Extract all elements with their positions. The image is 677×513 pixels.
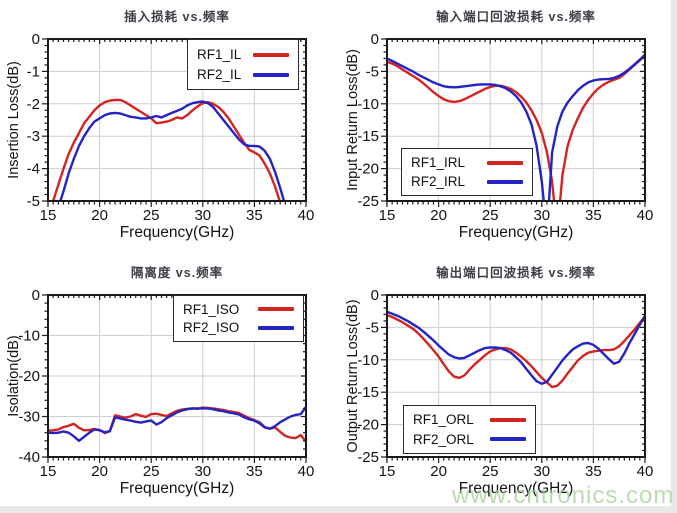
legend-line-swatch: [487, 179, 523, 184]
page-edge-bottom: [0, 506, 677, 513]
legend-label: RF1_IRL: [411, 155, 466, 170]
chart-panel-input-return-loss: 15 20 25 30 35 40 0 -5 -10 -15 -20 -25 输入端口回波损耗 vs.…: [339, 0, 677, 256]
svg-text:20: 20: [91, 207, 108, 224]
svg-text:-2: -2: [27, 96, 40, 113]
legend-label: RF2_ORL: [413, 431, 474, 447]
svg-text:30: 30: [533, 207, 550, 224]
legend-row: RF2_ORL: [413, 432, 526, 447]
svg-text:15: 15: [379, 207, 396, 224]
svg-text:0: 0: [32, 31, 40, 48]
y-axis-label: Output Return Loss(dB): [345, 299, 361, 453]
svg-text:15: 15: [40, 463, 57, 480]
legend-row: RF2_ISO: [183, 320, 294, 335]
legend: RF1_IL RF2_IL: [187, 39, 299, 90]
chart-panel-isolation: 15 20 25 30 35 40 0 -10 -20 -30 -40 隔离度 vs.频率 Isol…: [0, 256, 338, 513]
legend-row: RF2_IL: [197, 67, 289, 82]
svg-text:40: 40: [637, 207, 654, 224]
svg-text:35: 35: [246, 207, 263, 224]
svg-text:35: 35: [585, 463, 602, 480]
legend-line-swatch: [490, 437, 526, 442]
svg-text:15: 15: [379, 463, 396, 480]
svg-text:20: 20: [91, 463, 108, 480]
y-axis-label: Isolation(dB): [6, 335, 22, 417]
svg-text:-30: -30: [18, 409, 40, 426]
legend-row: RF1_IRL: [411, 155, 523, 170]
chart-title: 插入损耗 vs.频率: [124, 10, 230, 24]
svg-text:30: 30: [533, 463, 550, 480]
x-axis-label: Frequency(GHz): [458, 224, 574, 241]
legend-line-swatch: [490, 417, 526, 422]
svg-text:-40: -40: [18, 449, 40, 466]
svg-text:-10: -10: [357, 352, 379, 369]
page-edge-right: [671, 0, 677, 513]
svg-text:40: 40: [637, 463, 654, 480]
svg-text:-20: -20: [357, 417, 379, 434]
legend-line-swatch: [253, 52, 289, 57]
watermark: www.cntronics.com: [452, 482, 675, 509]
svg-text:-20: -20: [18, 368, 40, 385]
output-return-loss-plot: 15 20 25 30 35 40 0 -5 -10 -15 -20 -25: [357, 287, 654, 480]
chart-title: 隔离度 vs.频率: [130, 266, 224, 280]
svg-text:-1: -1: [27, 63, 40, 80]
legend-line-swatch: [258, 325, 294, 330]
x-axis-label: Frequency(GHz): [119, 224, 235, 241]
svg-text:25: 25: [143, 207, 160, 224]
svg-text:35: 35: [585, 207, 602, 224]
svg-text:-25: -25: [357, 193, 379, 210]
svg-text:-25: -25: [357, 449, 379, 466]
x-axis-label: Frequency(GHz): [119, 480, 235, 497]
legend: RF1_ISO RF2_ISO: [173, 295, 304, 342]
y-axis-label: Input Return Loss(dB): [345, 49, 361, 191]
svg-text:-5: -5: [366, 63, 379, 80]
legend: RF1_ORL RF2_ORL: [403, 405, 536, 454]
svg-text:30: 30: [194, 207, 211, 224]
svg-text:-5: -5: [366, 319, 379, 336]
legend-line-swatch: [253, 72, 289, 77]
y-axis-label: Insertion Loss(dB): [6, 61, 22, 179]
svg-text:20: 20: [430, 463, 447, 480]
chart-panel-output-return-loss: 15 20 25 30 35 40 0 -5 -10 -15 -20 -25 输出端口回波损耗 vs.…: [339, 256, 677, 513]
svg-text:0: 0: [371, 31, 379, 48]
svg-text:-15: -15: [357, 128, 379, 145]
svg-text:15: 15: [40, 207, 57, 224]
input-return-loss-plot: 15 20 25 30 35 40 0 -5 -10 -15 -20 -25: [357, 31, 654, 224]
legend-label: RF2_IRL: [411, 174, 466, 189]
svg-text:35: 35: [246, 463, 263, 480]
svg-text:40: 40: [298, 207, 315, 224]
legend: RF1_IRL RF2_IRL: [401, 148, 533, 196]
legend-row: RF1_ISO: [183, 302, 294, 317]
x-axis-label: Frequency(GHz): [458, 480, 574, 497]
legend-label: RF1_IL: [197, 47, 242, 62]
legend-label: RF2_IL: [197, 67, 242, 82]
svg-text:0: 0: [371, 287, 379, 304]
legend-label: RF2_ISO: [183, 320, 240, 336]
chart-title: 输出端口回波损耗 vs.频率: [436, 266, 596, 280]
insertion-loss-plot: 15 20 25 30 35 40 0 -1 -2 -3 -4 -5: [27, 31, 315, 224]
svg-text:-15: -15: [357, 384, 379, 401]
legend-row: RF1_ORL: [413, 412, 526, 427]
svg-text:-3: -3: [27, 128, 40, 145]
chart-title: 输入端口回波损耗 vs.频率: [436, 10, 596, 24]
svg-text:25: 25: [482, 463, 499, 480]
svg-text:-10: -10: [357, 96, 379, 113]
legend-line-swatch: [487, 160, 523, 165]
svg-text:-5: -5: [27, 193, 40, 210]
legend-label: RF1_ISO: [183, 301, 240, 317]
legend-line-swatch: [258, 307, 294, 312]
legend-row: RF2_IRL: [411, 174, 523, 189]
svg-text:-4: -4: [27, 161, 40, 178]
chart-panel-insertion-loss: 15 20 25 30 35 40 0 -1 -2 -3 -4 -5 插入损耗 vs.频率 Inser…: [0, 0, 338, 256]
svg-text:-20: -20: [357, 161, 379, 178]
svg-text:40: 40: [298, 463, 315, 480]
svg-text:30: 30: [194, 463, 211, 480]
svg-text:-10: -10: [18, 328, 40, 345]
svg-text:0: 0: [32, 287, 40, 304]
svg-text:25: 25: [482, 207, 499, 224]
legend-row: RF1_IL: [197, 47, 289, 62]
svg-text:25: 25: [143, 463, 160, 480]
svg-text:20: 20: [430, 207, 447, 224]
legend-label: RF1_ORL: [413, 412, 474, 428]
